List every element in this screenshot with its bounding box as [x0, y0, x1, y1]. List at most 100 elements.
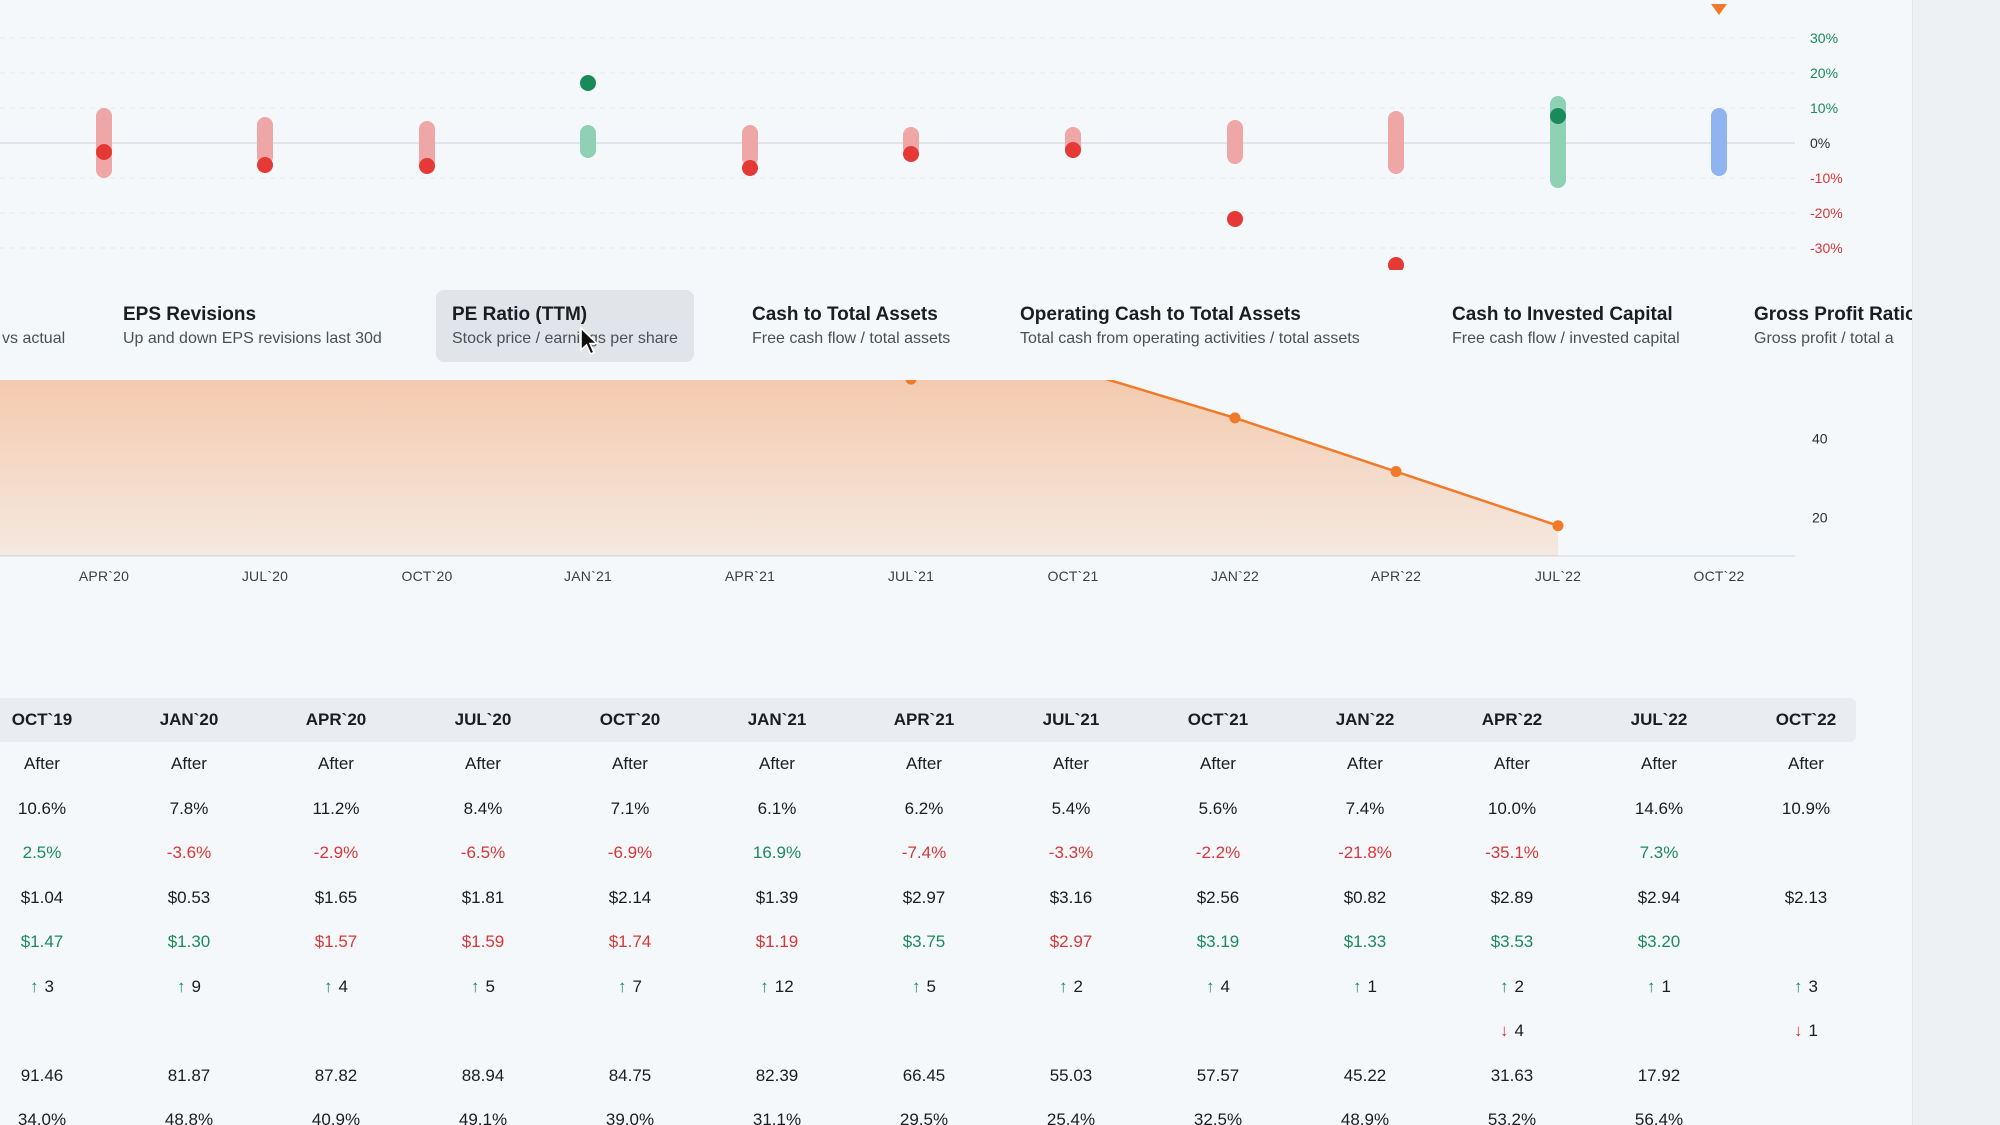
table-cell-surprise: -3.6%	[166, 843, 212, 862]
estimate-range-bar	[1388, 111, 1404, 174]
table-cell-pe-ratio: 91.46	[20, 1066, 64, 1085]
revision-count: 12	[774, 977, 794, 996]
revision-count: 2	[1514, 977, 1524, 996]
table-cell-cash-ratio: 31.1%	[752, 1110, 802, 1125]
table-cell-pe-ratio: 17.92	[1637, 1066, 1681, 1085]
y-tick-label: 0%	[1810, 135, 1830, 151]
surprise-dot[interactable]	[1065, 142, 1081, 158]
table-cell-timing: After	[1200, 754, 1236, 773]
metric-tab[interactable]: Cash to Total Assets Free cash flow / tot…	[736, 290, 966, 362]
table-cell-revisions-up: ↑ 7	[560, 975, 700, 999]
metric-tab[interactable]: Gross Profit Ratio Gross profit / total a	[1738, 290, 1912, 362]
table-cell-eps-actual: $1.59	[461, 932, 505, 951]
table-cell-pct-1: 14.6%	[1634, 799, 1684, 818]
data-point[interactable]	[1552, 520, 1564, 532]
table-cell-cash-ratio: 34.0%	[17, 1110, 67, 1125]
y-tick-label: -30%	[1810, 240, 1843, 256]
column-header: JUL`21	[1042, 710, 1100, 729]
table-cell-pct-1: 11.2%	[312, 799, 360, 818]
surprise-dot[interactable]	[903, 146, 919, 162]
table-cell-pct-1: 5.4%	[1051, 799, 1091, 818]
right-scroll-gutter	[1912, 0, 2000, 1125]
table-cell-revisions-up: ↑ 4	[1148, 975, 1288, 999]
table-cell-timing: After	[171, 754, 207, 773]
column-header: OCT`20	[599, 710, 661, 729]
surprise-dot[interactable]	[1388, 257, 1404, 270]
table-cell-timing: After	[1053, 754, 1089, 773]
arrow-up-icon: ↑	[471, 977, 480, 996]
table-cell-eps-actual: $1.74	[608, 932, 652, 951]
y-tick-label: 10%	[1810, 100, 1838, 116]
surprise-dot[interactable]	[1550, 108, 1566, 124]
column-header: APR`21	[893, 710, 955, 729]
table-cell-revisions-up: ↑ 3	[1736, 975, 1876, 999]
surprise-dot[interactable]	[257, 157, 273, 173]
revision-count: 7	[632, 977, 642, 996]
table-cell-eps-actual: $3.20	[1637, 932, 1681, 951]
surprise-dot[interactable]	[96, 144, 112, 160]
data-point[interactable]	[1390, 466, 1402, 478]
estimate-range-bar	[257, 117, 273, 165]
table-cell-eps-estimate: $1.39	[755, 888, 799, 907]
column-header: JUL`20	[454, 710, 512, 729]
table-cell-pct-1: 6.1%	[757, 799, 797, 818]
column-header: JAN`20	[159, 710, 219, 729]
metric-tab-title: Cash to Total Assets	[752, 304, 938, 325]
table-cell-revisions-up: ↑ 3	[0, 975, 112, 999]
surprise-dot[interactable]	[419, 158, 435, 174]
table-cell-timing: After	[1788, 754, 1824, 773]
table-cell-eps-actual: $1.33	[1343, 932, 1387, 951]
table-cell-pe-ratio: 57.57	[1196, 1066, 1240, 1085]
revision-count: 1	[1808, 1021, 1818, 1040]
table-cell-eps-estimate: $1.81	[461, 888, 505, 907]
column-header: APR`20	[305, 710, 367, 729]
metric-tab-title	[2, 302, 65, 328]
arrow-up-icon: ↑	[912, 977, 921, 996]
metric-tab[interactable]: PE Ratio (TTM) Stock price / earnings per…	[436, 290, 694, 362]
surprise-dot[interactable]	[580, 75, 596, 91]
table-cell-surprise: 2.5%	[22, 843, 62, 862]
metric-tab-subtitle: Free cash flow / total assets	[752, 330, 951, 347]
y-tick-label: 20	[1812, 510, 1828, 526]
table-cell-cash-ratio: 39.0%	[605, 1110, 655, 1125]
y-tick-label: -20%	[1810, 205, 1843, 221]
metric-tab[interactable]: Cash to Invested Capital Free cash flow /…	[1436, 290, 1696, 362]
table-cell-revisions-up: ↑ 5	[854, 975, 994, 999]
column-header: APR`22	[1481, 710, 1543, 729]
table-cell-pe-ratio: 81.87	[167, 1066, 211, 1085]
metric-tab[interactable]: Operating Cash to Total Assets Total cash…	[1004, 290, 1376, 362]
column-header: OCT`22	[1775, 710, 1837, 729]
table-cell-timing: After	[906, 754, 942, 773]
table-cell-cash-ratio: 40.9%	[311, 1110, 361, 1125]
revision-count: 5	[485, 977, 495, 996]
x-tick-label: JUL`22	[1535, 568, 1581, 584]
table-cell-timing: After	[24, 754, 60, 773]
table-cell-pct-1: 7.8%	[169, 799, 209, 818]
arrow-up-icon: ↑	[760, 977, 769, 996]
arrow-up-icon: ↑	[618, 977, 627, 996]
table-cell-eps-actual: $1.57	[314, 932, 358, 951]
table-cell-cash-ratio: 32.5%	[1193, 1110, 1243, 1125]
arrow-up-icon: ↑	[30, 977, 39, 996]
table-cell-eps-estimate: $3.16	[1049, 888, 1093, 907]
data-point[interactable]	[905, 380, 917, 385]
table-cell-eps-estimate: $0.82	[1343, 888, 1387, 907]
table-cell-revisions-up: ↑ 5	[413, 975, 553, 999]
table-cell-eps-estimate: $2.13	[1784, 888, 1828, 907]
table-cell-revisions-up: ↑ 2	[1001, 975, 1141, 999]
table-cell-surprise: -2.2%	[1195, 843, 1241, 862]
revision-count: 3	[44, 977, 54, 996]
table-cell-eps-estimate: $0.53	[167, 888, 211, 907]
table-cell-timing: After	[1641, 754, 1677, 773]
x-tick-label: JAN`22	[1211, 568, 1259, 584]
table-cell-revisions-down: ↓ 4	[1442, 1019, 1582, 1043]
estimate-range-bar	[419, 121, 435, 170]
surprise-dot[interactable]	[742, 160, 758, 176]
arrow-up-icon: ↑	[1794, 977, 1803, 996]
surprise-dot[interactable]	[1227, 211, 1243, 227]
table-cell-eps-actual: $1.19	[755, 932, 799, 951]
table-cell-surprise: -35.1%	[1485, 843, 1539, 862]
data-point[interactable]	[1229, 412, 1241, 424]
metric-tab[interactable]: EPS Revisions Up and down EPS revisions l…	[107, 290, 398, 362]
metric-tab[interactable]: vs actual	[0, 290, 81, 362]
